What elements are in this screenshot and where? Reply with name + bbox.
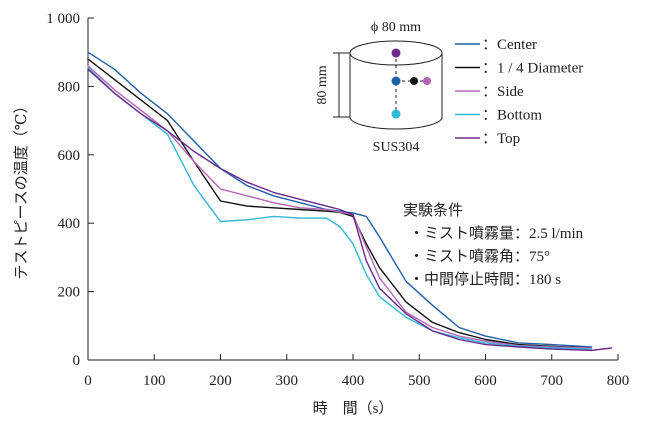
legend-label-top: ：Top (482, 131, 520, 147)
y-tick-label: 400 (58, 216, 81, 232)
y-tick-label: 200 (58, 285, 81, 301)
x-tick-label: 0 (84, 373, 92, 389)
x-tick-label: 300 (276, 373, 299, 389)
legend-label-1-4-diameter: ：1 / 4 Diameter (482, 61, 583, 77)
height-label: 80 mm (315, 65, 330, 104)
legend-label-side: ：Side (482, 84, 524, 100)
diameter-label: ϕ 80 mm (371, 20, 421, 35)
legend-label-center: ：Center (482, 37, 537, 53)
series-line-side (87, 65, 593, 349)
marker-quarter-diameter (410, 77, 418, 85)
condition-item-0: ・ミスト噴霧量：2.5 l/min (409, 225, 584, 242)
condition-item-2: ・中間停止時間：180 s (409, 271, 561, 288)
series-line-1-4-diameter (87, 58, 593, 349)
y-tick-label: 600 (58, 148, 81, 164)
specimen-diagram: ϕ 80 mm 80 mm SUS304 (315, 20, 443, 155)
y-ticks: 0 200 400 600 800 1 000 (46, 11, 94, 369)
y-tick-label: 0 (73, 353, 81, 369)
x-tick-label: 100 (143, 373, 166, 389)
y-axis-title: テストピースの温度（℃） (13, 98, 30, 279)
x-tick-label: 200 (209, 373, 232, 389)
x-tick-label: 600 (474, 373, 497, 389)
x-tick-label: 800 (607, 373, 630, 389)
marker-side (423, 77, 431, 85)
y-tick-label: 1 000 (46, 11, 80, 27)
material-label: SUS304 (373, 140, 420, 155)
legend-label-bottom: ：Bottom (482, 108, 542, 124)
x-tick-label: 400 (342, 373, 365, 389)
series-line-bottom (87, 66, 593, 350)
x-axis-title: 時 間（s） (313, 400, 394, 417)
marker-top (391, 48, 401, 58)
y-tick-label: 800 (58, 79, 81, 95)
legend: ：Center ：1 / 4 Diameter ：Side ：Bottom ：Top (455, 37, 583, 147)
series-line-top (87, 68, 613, 352)
marker-center (391, 76, 401, 86)
x-tick-label: 500 (408, 373, 431, 389)
conditions-title: 実験条件 (403, 202, 463, 219)
cylinder-bottom (349, 116, 443, 130)
x-ticks: 0 100 200 300 400 500 600 700 800 (84, 354, 629, 389)
series-group (87, 51, 613, 352)
condition-item-1: ・ミスト噴霧角：75° (409, 248, 550, 265)
marker-bottom (391, 109, 401, 119)
experiment-conditions: 実験条件 ・ミスト噴霧量：2.5 l/min ・ミスト噴霧角：75° ・中間停止… (403, 202, 584, 288)
series-line-center (87, 51, 593, 348)
x-tick-label: 700 (541, 373, 564, 389)
